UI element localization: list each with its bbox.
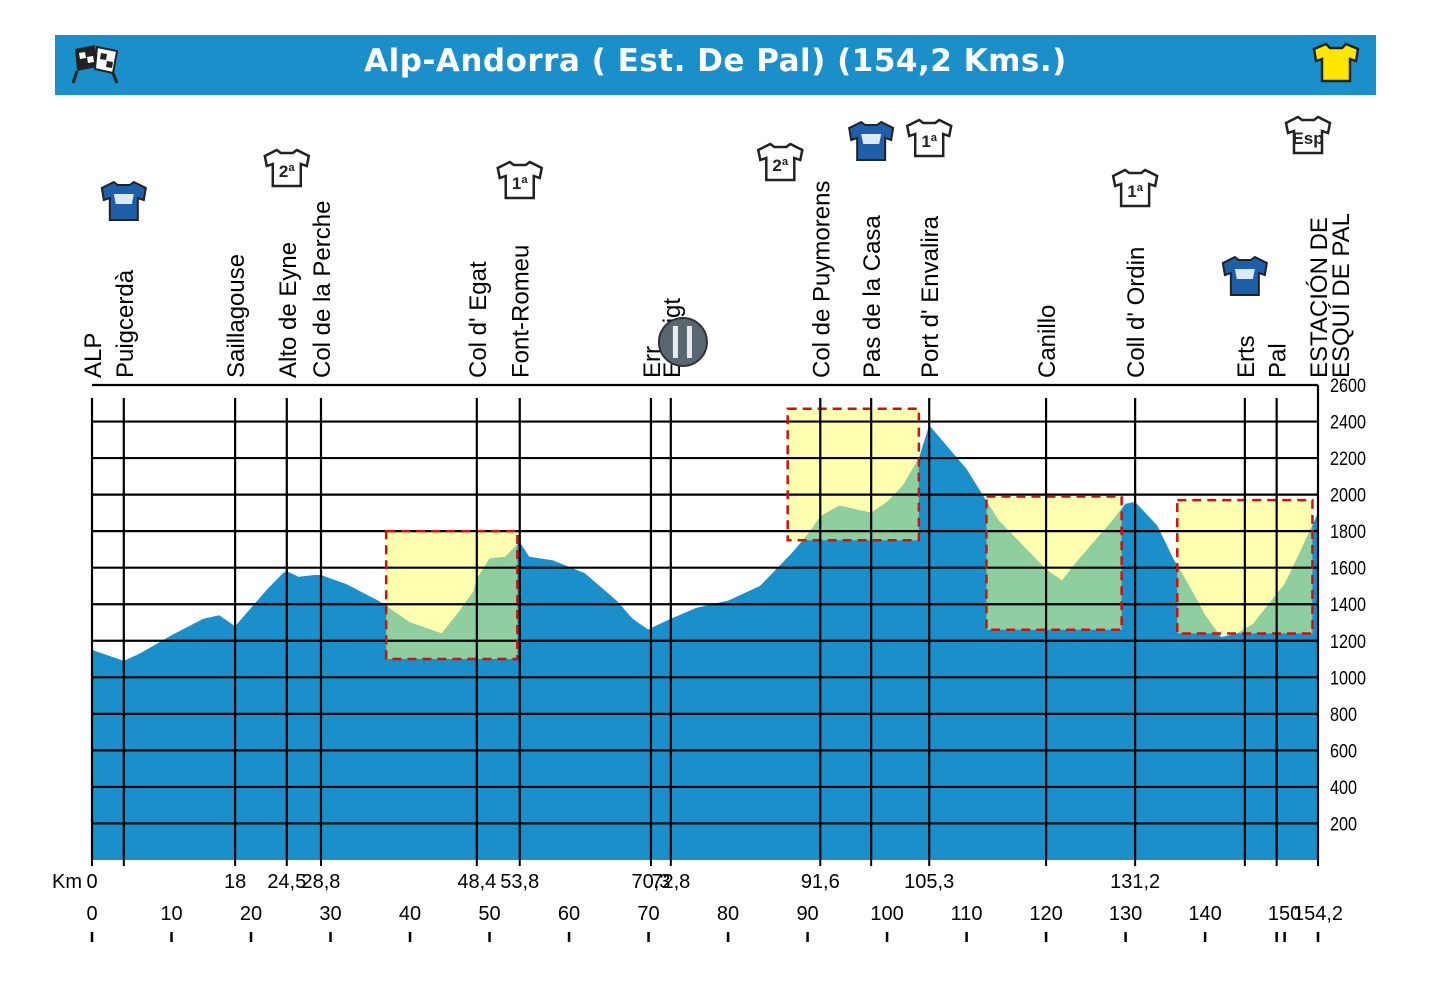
y-tick-label: 2000: [1330, 486, 1366, 507]
place-label: Pas de la Casa: [859, 215, 886, 378]
place-distance-label: 91,6: [801, 871, 840, 893]
place-distance-label: 70,3: [631, 871, 670, 893]
y-tick-label: 800: [1330, 705, 1357, 726]
y-tick-label: 1000: [1330, 668, 1366, 689]
y-tick-label: 1800: [1330, 522, 1366, 543]
jersey-shape: [263, 148, 311, 188]
place-distance-label: 48,4: [457, 871, 496, 893]
place-label: Col de Puymorens: [808, 181, 835, 378]
place-label: Alto de Eyne: [275, 242, 302, 378]
place-label: Coll d' Ordin: [1123, 247, 1150, 378]
climb-category-jersey-icon: Esp: [1284, 115, 1332, 155]
jersey-shape: [756, 142, 804, 182]
x-tick-label: 130: [1109, 903, 1142, 925]
place-label: ALP: [80, 333, 107, 378]
climb-category-label: 2ª: [279, 162, 295, 181]
x-tick-label: 154,2: [1293, 903, 1343, 925]
feed-circle: [657, 317, 708, 367]
y-tick-label: 1200: [1330, 632, 1366, 653]
y-tick-label: 200: [1330, 814, 1357, 835]
x-tick-label: 0: [86, 903, 97, 925]
place-distance-label: 18: [224, 871, 246, 893]
place-label: Saillagouse: [223, 254, 250, 378]
jersey-shape: [496, 160, 544, 200]
x-tick-label: 90: [796, 903, 818, 925]
climb-category-label: 1ª: [1127, 182, 1143, 201]
checkered-flag-icon: [67, 43, 125, 85]
place-label: ESQUÍ DE PAL: [1328, 213, 1355, 378]
x-tick-label: 100: [870, 903, 903, 925]
x-tick-label: 150: [1268, 903, 1301, 925]
climb-category-jersey-icon: 1ª: [1111, 168, 1159, 208]
feed-fork: [672, 326, 678, 358]
climb-category-label: 1ª: [921, 132, 937, 151]
place-distance-label: 28,8: [302, 871, 341, 893]
y-tick-label: 1600: [1330, 559, 1366, 580]
climb-category-label: 1ª: [512, 174, 528, 193]
climb-category-label: Esp: [1292, 129, 1323, 148]
km-axis-label: Km: [52, 871, 82, 893]
x-tick-label: 120: [1029, 903, 1062, 925]
jersey-shape: [1111, 168, 1159, 208]
jersey-stripe: [113, 194, 134, 204]
place-label: Col d' Egat: [465, 261, 492, 378]
jersey-stripe: [1234, 269, 1255, 279]
place-label: Puigcerdà: [112, 269, 139, 378]
climb-category-jersey-icon: 2ª: [263, 148, 311, 188]
highlight-box-border: [985, 495, 1123, 632]
jersey-stripe: [861, 134, 882, 144]
place-label: Erts: [1233, 335, 1260, 378]
jersey-shape: [905, 118, 953, 158]
y-tick-label: 2600: [1330, 376, 1366, 397]
highlight-box-border: [384, 529, 519, 661]
yellow-jersey-icon: [1312, 42, 1360, 83]
y-tick-label: 1400: [1330, 595, 1366, 616]
place-label: Col de la Perche: [309, 201, 336, 378]
place-distance-label: 0: [86, 871, 97, 893]
sprint-jersey-icon: [100, 180, 147, 221]
climb-category-jersey-icon: 1ª: [905, 118, 953, 158]
header-bar: Alp-Andorra ( Est. De Pal) (154,2 Kms.): [55, 35, 1376, 95]
y-tick-label: 2200: [1330, 449, 1366, 470]
x-tick-label: 30: [319, 903, 341, 925]
x-tick-label: 70: [637, 903, 659, 925]
x-tick-label: 40: [399, 903, 421, 925]
place-distance-label: 72,8: [651, 871, 690, 893]
sprint-jersey-icon: [1221, 255, 1268, 296]
place-label: Port d' Envalira: [917, 215, 944, 378]
x-tick-label: 10: [160, 903, 182, 925]
highlight-box-border: [786, 407, 921, 542]
place-label: Font-Romeu: [508, 245, 535, 378]
place-distance-label: 53,8: [500, 871, 539, 893]
feed-knife: [686, 326, 692, 358]
place-label: ESTACIÓN DE: [1306, 217, 1333, 378]
jersey-shape: [1284, 115, 1332, 155]
x-tick-label: 60: [558, 903, 580, 925]
climb-category-label: 2ª: [772, 156, 788, 175]
place-distance-label: 24,5: [267, 871, 306, 893]
feed-zone-icon: [657, 317, 708, 367]
place-distance-label: 131,2: [1110, 871, 1160, 893]
y-tick-label: 2400: [1330, 413, 1366, 434]
sprint-jersey-icon: [848, 120, 895, 161]
x-tick-label: 50: [478, 903, 500, 925]
chart-title: Alp-Andorra ( Est. De Pal) (154,2 Kms.): [364, 43, 1067, 79]
x-tick-label: 20: [240, 903, 262, 925]
y-tick-label: 600: [1330, 741, 1357, 762]
place-distance-label: 105,3: [904, 871, 954, 893]
climb-category-jersey-icon: 2ª: [756, 142, 804, 182]
x-tick-label: 110: [951, 903, 983, 925]
y-tick-label: 400: [1330, 778, 1357, 799]
x-tick-label: 140: [1188, 903, 1221, 925]
climb-category-jersey-icon: 1ª: [496, 160, 544, 200]
place-label: Pal: [1265, 343, 1292, 378]
x-tick-label: 80: [717, 903, 739, 925]
place-label: Canillo: [1034, 305, 1061, 378]
